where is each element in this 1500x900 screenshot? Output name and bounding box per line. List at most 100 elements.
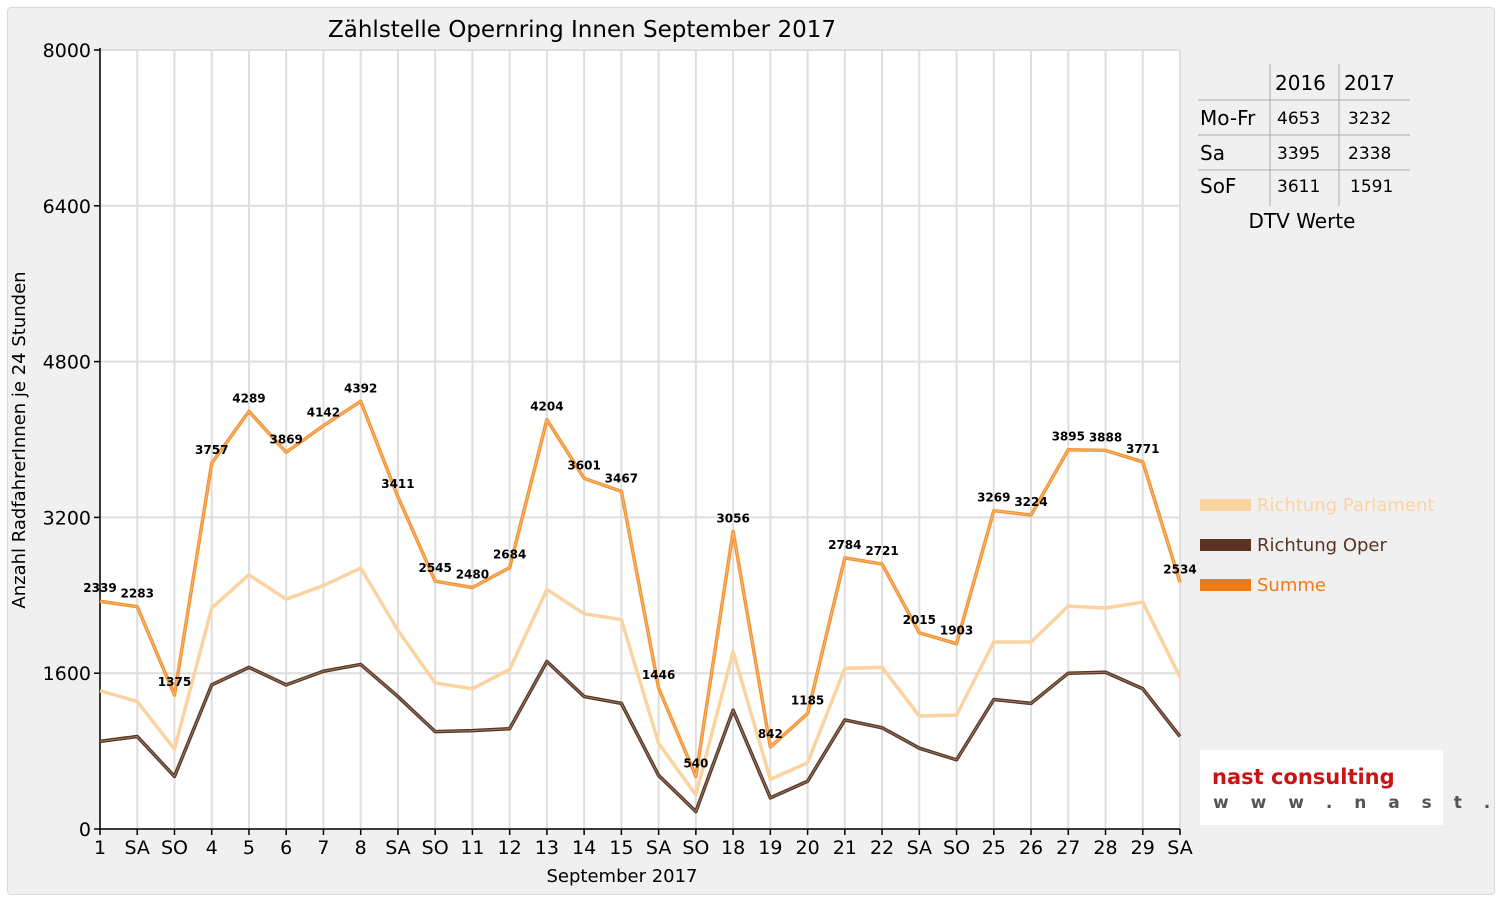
dtv-caption: DTV Werte bbox=[1249, 209, 1356, 233]
y-axis-title: Anzahl RadfahrerInnen je 24 Stunden bbox=[9, 271, 30, 608]
x-tick-label: SA bbox=[907, 837, 932, 859]
data-label: 1446 bbox=[642, 668, 675, 682]
data-label: 4392 bbox=[344, 381, 377, 395]
dtv-row-label: SoF bbox=[1200, 174, 1236, 198]
x-tick-label: 27 bbox=[1056, 837, 1080, 859]
data-label: 3869 bbox=[270, 432, 303, 446]
data-label: 3888 bbox=[1089, 430, 1122, 444]
data-label: 1903 bbox=[940, 624, 973, 638]
x-tick-label: 11 bbox=[460, 837, 484, 859]
data-label: 1375 bbox=[158, 675, 191, 689]
plot-background bbox=[100, 50, 1180, 829]
dtv-cell: 4653 bbox=[1277, 109, 1320, 129]
data-label: 3269 bbox=[977, 491, 1010, 505]
x-tick-label: SA bbox=[646, 837, 671, 859]
data-label: 540 bbox=[683, 756, 708, 770]
legend-swatch-parlament bbox=[1200, 499, 1251, 511]
dtv-header-2016: 2016 bbox=[1275, 71, 1326, 95]
legend: Richtung Parlament Richtung Oper Summe bbox=[1200, 495, 1434, 596]
x-tick-label: 15 bbox=[609, 837, 633, 859]
x-tick-label: 1 bbox=[94, 837, 106, 859]
series-line bbox=[99, 659, 1182, 814]
legend-label-summe: Summe bbox=[1257, 575, 1326, 596]
x-axis-title: September 2017 bbox=[546, 866, 697, 887]
x-tick-label: 18 bbox=[721, 837, 745, 859]
chart-title: Zählstelle Opernring Innen September 201… bbox=[328, 17, 836, 43]
x-axis-ticks: 1 SA SO 4 5 6 7 8 SA SO 11 12 13 14 15 SA SO 18 19 20 21 22 SA… bbox=[94, 829, 1193, 859]
x-tick-label: 28 bbox=[1093, 837, 1117, 859]
x-tick-label: SA bbox=[125, 837, 150, 859]
data-label: 3757 bbox=[195, 443, 228, 457]
x-tick-label: SO bbox=[682, 837, 709, 859]
dtv-cell: 3611 bbox=[1277, 177, 1320, 197]
dtv-cell: 1591 bbox=[1350, 177, 1393, 197]
dtv-cell: 3395 bbox=[1277, 144, 1320, 164]
series-line bbox=[99, 566, 1182, 797]
x-tick-label: 25 bbox=[982, 837, 1006, 859]
x-tick-label: 22 bbox=[870, 837, 894, 859]
x-tick-label: SO bbox=[422, 837, 449, 859]
legend-swatch-summe bbox=[1200, 579, 1251, 591]
dtv-row-label: Sa bbox=[1200, 141, 1225, 165]
dtv-cell: 2338 bbox=[1348, 144, 1391, 164]
axes bbox=[99, 48, 1180, 830]
x-tick-label: 5 bbox=[243, 837, 255, 859]
data-label: 2283 bbox=[121, 587, 154, 601]
x-tick-label: SO bbox=[943, 837, 970, 859]
logo-url: w w w . n a s t . a t bbox=[1213, 793, 1500, 813]
data-label: 3601 bbox=[567, 458, 600, 472]
x-tick-label: SA bbox=[1167, 837, 1192, 859]
data-label: 3467 bbox=[605, 471, 638, 485]
dtv-table: 2016 2017 Mo-Fr 4653 3232 Sa 3395 2338 S… bbox=[1198, 64, 1410, 233]
series-line-highlight bbox=[99, 400, 1181, 777]
x-tick-label: 6 bbox=[280, 837, 292, 859]
data-label: 2480 bbox=[456, 568, 489, 582]
y-tick-label: 6400 bbox=[43, 196, 91, 218]
x-tick-label: 29 bbox=[1131, 837, 1155, 859]
x-tick-label: 13 bbox=[535, 837, 559, 859]
y-tick-label: 3200 bbox=[43, 507, 91, 529]
plot-area bbox=[100, 50, 1180, 829]
x-tick-label: 7 bbox=[317, 837, 329, 859]
nast-consulting-logo: nast consulting w w w . n a s t . a t bbox=[1200, 750, 1500, 825]
series-line bbox=[99, 399, 1182, 779]
data-label: 3224 bbox=[1014, 495, 1047, 509]
y-tick-label: 1600 bbox=[43, 663, 91, 685]
data-label: 1185 bbox=[791, 694, 824, 708]
data-label: 2721 bbox=[865, 544, 898, 558]
x-tick-label: 20 bbox=[795, 837, 819, 859]
legend-swatch-oper bbox=[1200, 539, 1251, 551]
y-tick-label: 8000 bbox=[43, 40, 91, 62]
legend-label-parlament: Richtung Parlament bbox=[1257, 495, 1434, 516]
data-label: 3895 bbox=[1052, 430, 1085, 444]
y-tick-label: 4800 bbox=[43, 352, 91, 374]
dtv-header-2017: 2017 bbox=[1344, 71, 1395, 95]
data-label: 3056 bbox=[716, 511, 749, 525]
legend-label-oper: Richtung Oper bbox=[1257, 535, 1388, 556]
x-tick-label: 4 bbox=[206, 837, 218, 859]
series-lines bbox=[99, 399, 1182, 814]
data-label: 842 bbox=[758, 727, 783, 741]
series-line-highlight bbox=[99, 661, 1181, 812]
data-label: 2339 bbox=[83, 581, 116, 595]
data-label: 2015 bbox=[903, 613, 936, 627]
data-label: 2534 bbox=[1163, 562, 1196, 576]
data-label: 3411 bbox=[381, 477, 414, 491]
x-tick-label: 21 bbox=[833, 837, 857, 859]
x-tick-label: 26 bbox=[1019, 837, 1043, 859]
data-labels: 2339 2283 1375 3757 4289 3869 4142 4392 3411 2545… bbox=[83, 381, 1196, 770]
y-axis-ticks: 0 1600 3200 4800 6400 8000 bbox=[43, 40, 100, 841]
data-label: 4289 bbox=[232, 391, 265, 405]
x-tick-label: 12 bbox=[498, 837, 522, 859]
data-label: 3771 bbox=[1126, 442, 1159, 456]
x-tick-label: SA bbox=[385, 837, 410, 859]
dtv-row-label: Mo-Fr bbox=[1200, 106, 1256, 130]
data-label: 2784 bbox=[828, 538, 861, 552]
x-tick-label: SO bbox=[161, 837, 188, 859]
x-tick-label: 19 bbox=[758, 837, 782, 859]
x-tick-label: 14 bbox=[572, 837, 596, 859]
data-label: 4142 bbox=[307, 406, 340, 420]
y-tick-label: 0 bbox=[79, 819, 91, 841]
logo-name: nast consulting bbox=[1212, 765, 1395, 789]
